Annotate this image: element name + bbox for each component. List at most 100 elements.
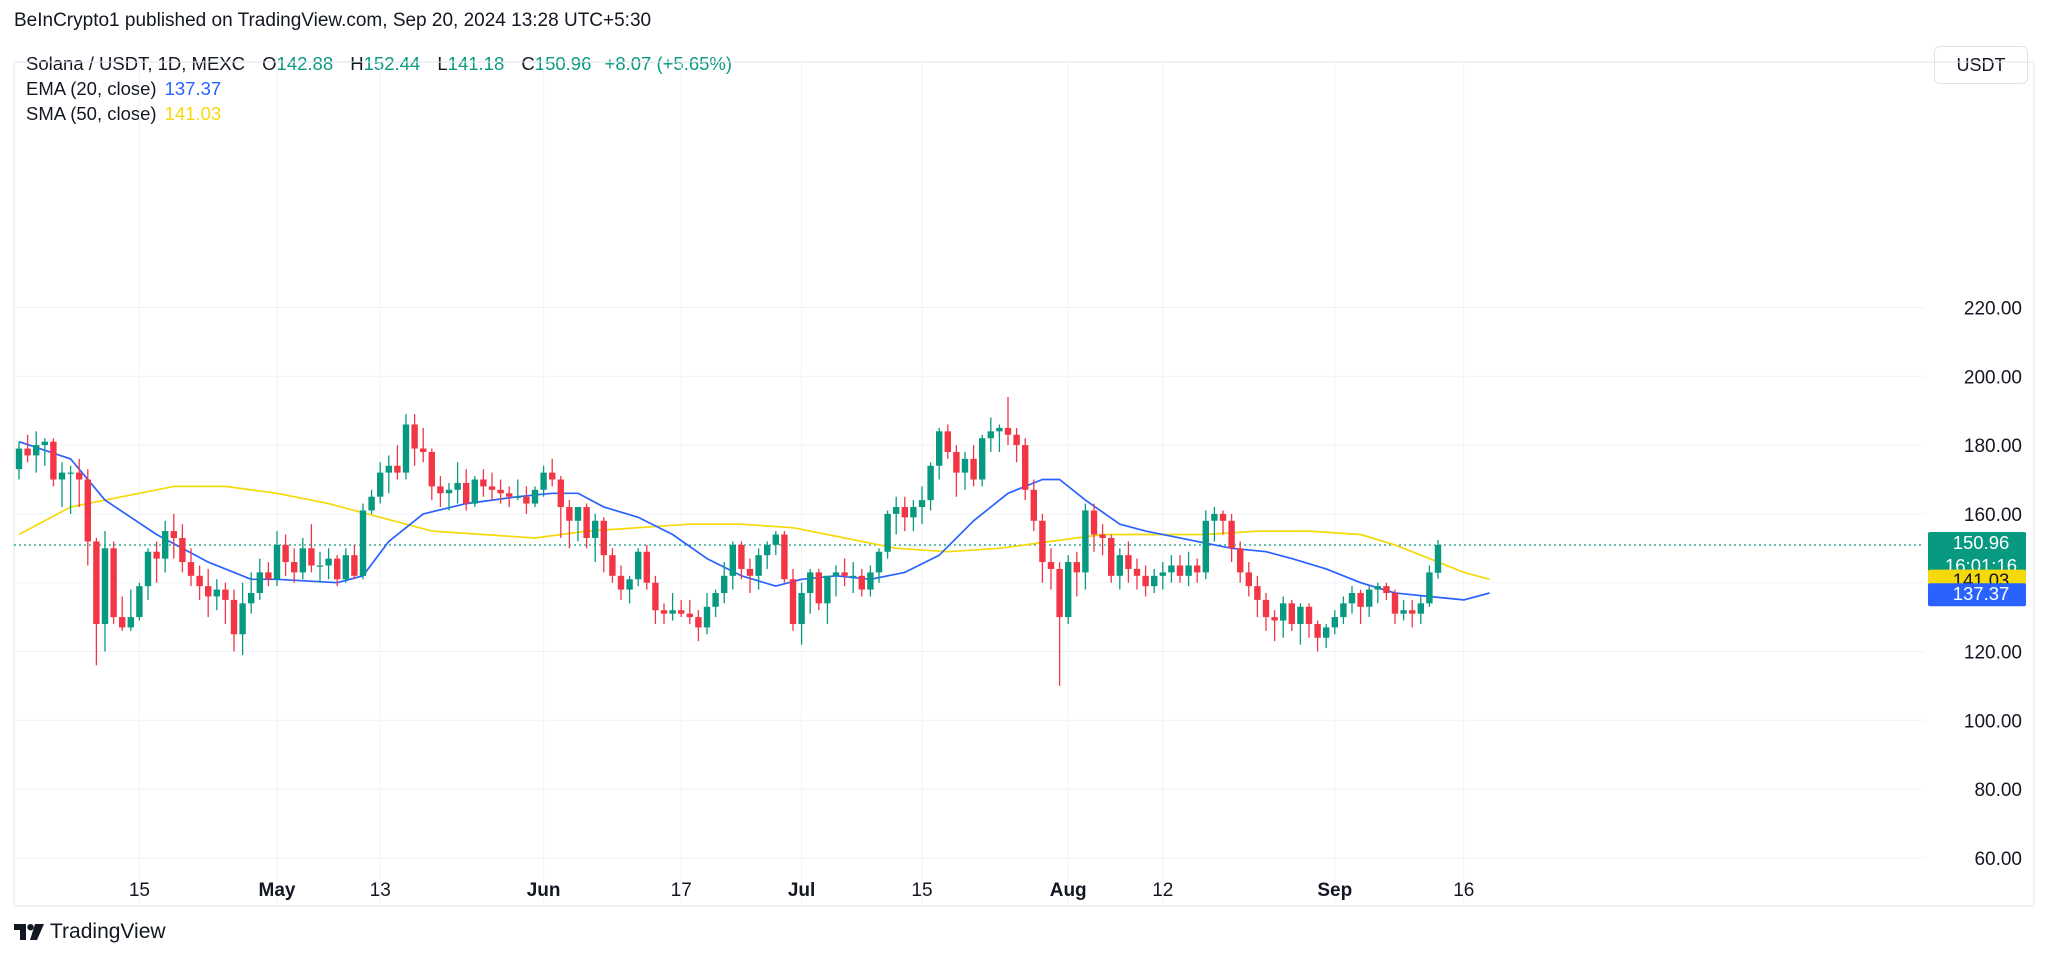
y-tick-label: 160.00 xyxy=(1964,505,2022,526)
candle-up xyxy=(1400,610,1407,614)
candle-up xyxy=(1426,572,1433,604)
candle-down xyxy=(506,493,513,497)
candle-up xyxy=(729,544,736,576)
symbol-label[interactable]: Solana / USDT, 1D, MEXC xyxy=(26,53,245,74)
candle-down xyxy=(205,586,212,597)
candle-up xyxy=(33,445,40,456)
candle-down xyxy=(1357,593,1364,607)
candle-down xyxy=(738,544,745,569)
x-tick-label: 13 xyxy=(370,880,391,901)
x-tick-label: 12 xyxy=(1152,880,1173,901)
tradingview-logo[interactable]: TradingView xyxy=(14,920,166,944)
candle-down xyxy=(1073,562,1080,573)
y-tick-label: 200.00 xyxy=(1964,367,2022,388)
candle-down xyxy=(1090,510,1098,535)
candle-down xyxy=(187,562,195,576)
candle-up xyxy=(67,472,74,474)
candle-up xyxy=(248,593,255,604)
candle-up xyxy=(1202,520,1209,573)
candle-down xyxy=(1099,534,1106,538)
candle-down xyxy=(411,424,418,449)
candle-up xyxy=(385,465,392,473)
candle-down xyxy=(291,562,298,573)
candle-down xyxy=(523,496,530,504)
candle-down xyxy=(557,479,564,508)
close-key: C xyxy=(521,53,535,74)
candle-down xyxy=(566,507,573,521)
sma-legend-row[interactable]: SMA (50, close) 141.03 xyxy=(26,101,732,126)
candle-down xyxy=(170,531,177,538)
candle-up xyxy=(273,544,281,580)
candle-up xyxy=(15,448,23,470)
candle-down xyxy=(652,582,659,611)
ema-legend-row[interactable]: EMA (20, close) 137.37 xyxy=(26,76,732,101)
candle-up xyxy=(850,575,857,578)
candle-up xyxy=(377,472,384,497)
sma-value: 141.03 xyxy=(164,103,222,124)
candle-down xyxy=(1409,610,1416,614)
candle-up xyxy=(256,572,263,594)
candle-down xyxy=(678,610,685,614)
candle-up xyxy=(574,507,582,521)
candle-down xyxy=(1108,537,1115,576)
x-tick-label: Jul xyxy=(788,880,815,901)
candle-down xyxy=(1262,599,1270,618)
x-tick-label: 17 xyxy=(671,880,692,901)
candle-down xyxy=(600,520,607,556)
candle-down xyxy=(1383,586,1390,594)
x-tick-label: Jun xyxy=(527,880,561,901)
candle-up xyxy=(807,572,814,594)
candle-up xyxy=(1366,589,1373,607)
candle-down xyxy=(84,479,91,542)
currency-button[interactable]: USDT xyxy=(1934,46,2028,84)
candle-up xyxy=(1323,627,1330,638)
price-label-value: 150.96 xyxy=(1953,532,2010,553)
price-label-box xyxy=(1928,583,2026,607)
candle-up xyxy=(1151,575,1158,587)
candle-up xyxy=(471,479,478,504)
close-value: 150.96 xyxy=(534,53,592,74)
candle-up xyxy=(213,589,220,597)
candle-down xyxy=(1142,575,1149,587)
candle-down xyxy=(944,431,951,452)
candle-up xyxy=(1116,555,1123,576)
candle-up xyxy=(101,548,109,624)
candle-down xyxy=(282,544,289,563)
open-key: O xyxy=(262,53,277,74)
candle-down xyxy=(549,472,556,480)
candle-up xyxy=(454,482,461,490)
candle-down xyxy=(609,555,616,576)
y-tick-label: 80.00 xyxy=(1974,780,2022,801)
candle-up xyxy=(772,534,779,545)
candle-up xyxy=(832,572,840,576)
candle-up xyxy=(635,551,642,580)
candle-down xyxy=(24,448,31,456)
candle-up xyxy=(1185,565,1192,576)
tradingview-logo-icon xyxy=(14,924,44,940)
candle-up xyxy=(979,438,986,480)
candle-up xyxy=(918,500,926,508)
low-key: L xyxy=(437,53,448,74)
candle-up xyxy=(1280,603,1287,621)
candle-up xyxy=(910,507,917,518)
candle-down xyxy=(858,575,865,590)
candle-down xyxy=(394,465,401,473)
candle-down xyxy=(1228,520,1235,549)
candle-up xyxy=(531,489,539,504)
candle-down xyxy=(1039,520,1046,563)
candle-down xyxy=(1194,565,1201,573)
candle-down xyxy=(50,441,57,480)
candle-down xyxy=(76,472,83,480)
ema-line xyxy=(18,440,1490,601)
candle-down xyxy=(265,572,272,580)
candle-down xyxy=(746,568,754,576)
candle-up xyxy=(669,610,676,614)
candle-down xyxy=(1056,568,1063,618)
candle-up xyxy=(1211,513,1218,521)
ohlc-row: Solana / USDT, 1D, MEXC O142.88 H152.44 … xyxy=(26,51,732,76)
x-tick-label: May xyxy=(259,880,296,901)
candle-down xyxy=(953,451,960,473)
candle-up xyxy=(875,551,883,573)
candle-down xyxy=(110,548,117,618)
